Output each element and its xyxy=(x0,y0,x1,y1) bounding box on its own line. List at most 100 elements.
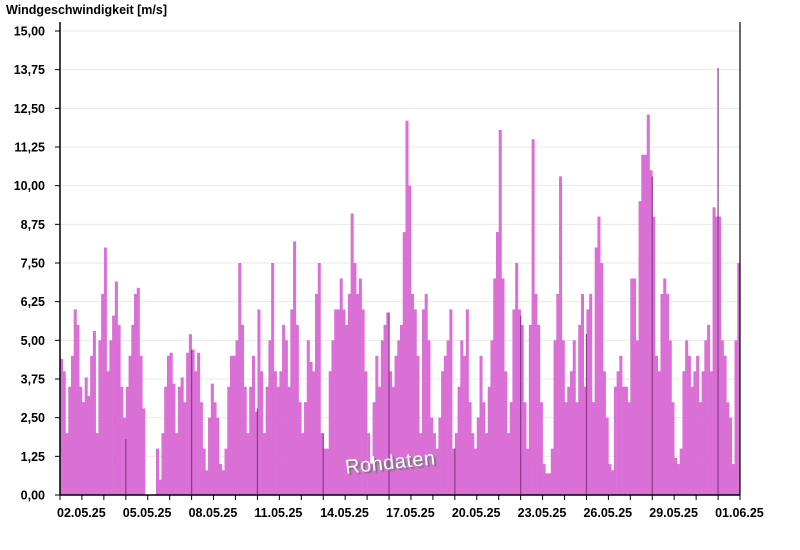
bar xyxy=(520,324,524,495)
bar xyxy=(663,278,667,495)
bar xyxy=(591,402,595,495)
bar xyxy=(276,386,280,495)
bar xyxy=(301,433,305,495)
bar xyxy=(696,355,700,495)
bar xyxy=(240,324,245,495)
bar xyxy=(534,293,538,495)
bar xyxy=(123,417,127,495)
bar xyxy=(600,263,604,495)
bar xyxy=(230,355,234,495)
x-tick-label: 01.06.25 xyxy=(715,506,764,520)
bar xyxy=(454,433,458,495)
bar xyxy=(114,281,118,495)
bar xyxy=(164,386,168,495)
bar xyxy=(238,263,242,495)
bar xyxy=(676,464,680,495)
bar xyxy=(446,340,450,495)
bar xyxy=(84,377,88,495)
bar xyxy=(282,324,286,495)
bar xyxy=(408,185,412,496)
bar xyxy=(685,340,689,495)
bar xyxy=(191,349,195,495)
bar xyxy=(188,334,192,495)
bar xyxy=(293,241,297,495)
bar xyxy=(358,278,362,495)
bar xyxy=(287,386,291,495)
bar xyxy=(290,309,294,495)
y-axis-label: Windgeschwindigkeit [m/s] xyxy=(6,3,168,17)
bar xyxy=(120,386,124,495)
bar xyxy=(128,355,132,495)
bar xyxy=(271,263,275,495)
bar xyxy=(460,340,464,495)
bar xyxy=(630,278,634,495)
bar xyxy=(572,340,576,495)
bar xyxy=(315,293,319,495)
bar xyxy=(312,371,316,495)
bar xyxy=(295,324,299,495)
bar xyxy=(646,114,650,496)
bar xyxy=(257,309,261,495)
bar xyxy=(463,355,467,495)
bar xyxy=(125,386,129,495)
bar xyxy=(605,417,609,495)
tick-markers xyxy=(125,68,719,495)
bar xyxy=(487,386,491,495)
bar xyxy=(402,232,406,495)
bar xyxy=(284,340,288,495)
x-tick-label: 23.05.25 xyxy=(518,506,567,520)
bar xyxy=(523,402,527,495)
y-tick-label: 15,00 xyxy=(14,25,45,39)
bar xyxy=(101,293,105,495)
bar xyxy=(317,263,321,495)
bar xyxy=(405,120,409,496)
bar xyxy=(219,464,223,495)
bar xyxy=(213,402,217,495)
bar xyxy=(479,355,483,495)
bar xyxy=(334,309,338,495)
x-tick-label: 05.05.25 xyxy=(123,506,172,520)
bar xyxy=(134,293,138,495)
bar xyxy=(471,433,475,495)
bar xyxy=(556,293,560,495)
bar xyxy=(378,386,382,495)
bar xyxy=(624,386,628,495)
bar xyxy=(594,247,598,495)
bar xyxy=(65,433,69,495)
bar xyxy=(260,371,264,495)
bar xyxy=(232,355,236,495)
bar xyxy=(306,340,310,495)
x-tick-label: 20.05.25 xyxy=(452,506,501,520)
bar xyxy=(580,293,585,495)
y-tick-label: 1,25 xyxy=(21,450,45,464)
bar xyxy=(369,464,373,495)
bar xyxy=(718,216,722,495)
bar xyxy=(350,213,354,495)
bar xyxy=(361,309,365,495)
bar xyxy=(347,293,351,495)
bar xyxy=(633,278,637,495)
bar xyxy=(517,309,521,495)
bar xyxy=(441,371,445,495)
bar xyxy=(177,386,181,495)
bar xyxy=(655,355,659,495)
bar xyxy=(221,470,225,495)
bar xyxy=(210,383,214,495)
bar xyxy=(652,216,656,495)
bar xyxy=(336,309,340,495)
bar xyxy=(345,324,349,495)
bar xyxy=(707,324,711,495)
bar xyxy=(419,433,423,495)
bar xyxy=(627,402,631,495)
bar xyxy=(690,386,694,495)
bar xyxy=(117,324,121,495)
bar xyxy=(367,433,371,495)
bar xyxy=(734,340,738,495)
bar xyxy=(166,355,170,495)
bar xyxy=(279,371,283,495)
bar xyxy=(268,340,272,495)
bar xyxy=(482,402,486,495)
bar xyxy=(353,263,357,495)
bar xyxy=(202,448,206,495)
